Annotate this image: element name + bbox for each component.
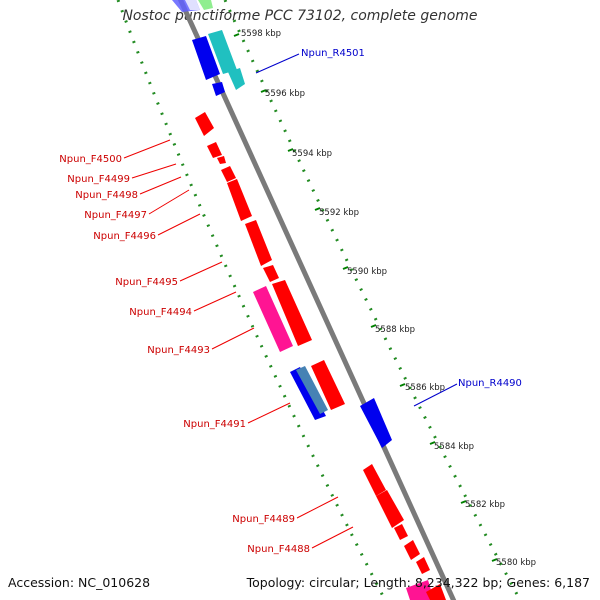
- cds-group-lower: [363, 464, 446, 600]
- tick-mark: [314, 207, 321, 211]
- cds-group-top: [192, 30, 245, 96]
- gene-label-forward[interactable]: Npun_F4488: [247, 544, 310, 555]
- tick-mark: [491, 558, 498, 562]
- gene-leader-line: [148, 189, 190, 215]
- gene-leader-line: [247, 402, 291, 424]
- tick-label: 5592 kbp: [319, 208, 359, 218]
- tick-label: 5598 kbp: [241, 29, 281, 39]
- gene-label-forward[interactable]: Npun_F4496: [93, 231, 156, 242]
- tick-mark: [429, 441, 436, 445]
- outer-dotted-ring: [223, 0, 522, 600]
- gene-label-forward[interactable]: Npun_F4497: [84, 210, 147, 221]
- tick-mark: [399, 383, 406, 387]
- gene-leader-line: [139, 176, 182, 195]
- gene-leader-line: [296, 496, 339, 519]
- gene-label-forward[interactable]: Npun_F4499: [67, 174, 130, 185]
- gene-label-reverse[interactable]: Npun_R4490: [458, 378, 522, 389]
- gene-label-forward[interactable]: Npun_F4500: [59, 154, 122, 165]
- gene-label-forward[interactable]: Npun_F4495: [115, 277, 178, 288]
- gene-leader-line: [311, 526, 354, 549]
- gene-leader-line: [255, 53, 300, 74]
- gene-leader-line: [193, 291, 237, 312]
- inner-dotted-ring: [116, 0, 387, 600]
- gene-leader-line: [179, 261, 223, 282]
- gene-label-reverse[interactable]: Npun_R4501: [301, 48, 365, 59]
- map-title: Nostoc punctiforme PCC 73102, complete g…: [122, 8, 478, 24]
- tick-label: 5594 kbp: [292, 149, 332, 159]
- tick-mark: [233, 33, 240, 37]
- tick-label: 5580 kbp: [496, 558, 536, 568]
- tick-label: 5590 kbp: [347, 267, 387, 277]
- tick-label: 5584 kbp: [434, 442, 474, 452]
- genome-summary: Topology: circular; Length: 8,234,322 bp…: [246, 575, 590, 590]
- tick-label: 5596 kbp: [265, 89, 305, 99]
- top-features: [172, 0, 213, 12]
- tick-label: 5588 kbp: [375, 325, 415, 335]
- gene-label-forward[interactable]: Npun_F4498: [75, 190, 138, 201]
- tick-mark: [287, 148, 294, 152]
- gene-leader-line: [157, 213, 201, 236]
- gene-leader-line: [123, 139, 171, 159]
- tick-mark: [370, 324, 377, 328]
- accession-text: Accession: NC_010628: [8, 575, 151, 590]
- gene-leader-line: [413, 383, 458, 407]
- gene-label-forward[interactable]: Npun_F4491: [183, 419, 246, 430]
- tick-label: 5586 kbp: [405, 383, 445, 393]
- cds-group-forward: [195, 112, 345, 420]
- gene-label-forward[interactable]: Npun_F4494: [129, 307, 192, 318]
- tick-mark: [260, 89, 267, 93]
- gene-leader-line: [131, 163, 177, 179]
- gene-leader-line: [211, 327, 255, 350]
- tick-mark: [342, 266, 349, 270]
- gene-label-forward[interactable]: Npun_F4489: [232, 514, 295, 525]
- leaders-layer: [123, 53, 458, 549]
- gene-label-forward[interactable]: Npun_F4493: [147, 345, 210, 356]
- tick-label: 5582 kbp: [465, 500, 505, 510]
- labels-layer: Npun_F4500 Npun_F4499 Npun_F4498 Npun_F4497…: [59, 48, 522, 555]
- ticks-layer: 5598 kbp 5596 kbp 5594 kbp 5592 kbp 5590 kbp…: [233, 29, 536, 568]
- tick-mark: [460, 500, 467, 504]
- cds-reverse-r4490: [360, 398, 392, 448]
